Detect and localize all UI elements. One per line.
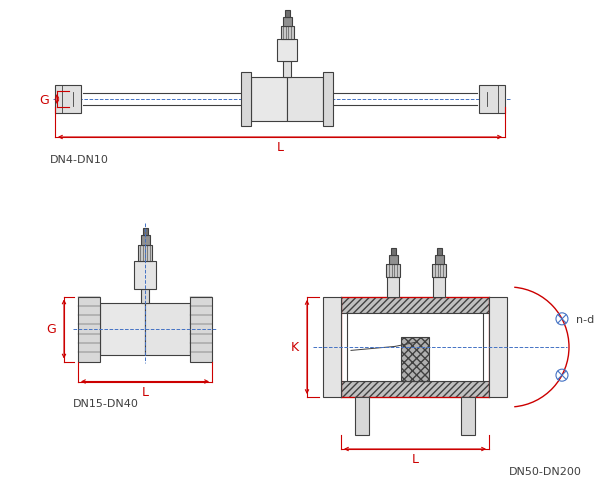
Text: DN15-DN40: DN15-DN40 — [73, 399, 139, 408]
Bar — [138, 245, 152, 262]
Bar — [489, 298, 507, 397]
Bar — [386, 264, 400, 277]
Bar — [341, 298, 489, 313]
Bar — [341, 381, 489, 397]
Bar — [145, 303, 190, 355]
Bar — [355, 397, 369, 435]
Text: G: G — [39, 93, 49, 106]
Text: K: K — [291, 341, 299, 354]
Text: L: L — [412, 453, 419, 466]
Bar — [78, 297, 100, 362]
Text: DN4-DN10: DN4-DN10 — [50, 155, 109, 165]
Text: L: L — [142, 385, 149, 398]
Bar — [284, 11, 290, 18]
Bar — [140, 236, 149, 245]
Bar — [437, 249, 442, 255]
Bar — [277, 40, 297, 62]
Bar — [387, 277, 399, 298]
Bar — [241, 73, 251, 127]
Bar — [391, 249, 395, 255]
Bar — [100, 303, 145, 355]
Bar — [141, 289, 149, 303]
Text: G: G — [46, 323, 56, 336]
Text: DN50-DN200: DN50-DN200 — [509, 466, 582, 476]
Bar — [190, 297, 212, 362]
Bar — [323, 73, 333, 127]
Text: L: L — [277, 141, 284, 154]
Bar — [461, 397, 475, 435]
Bar — [281, 27, 293, 40]
Bar — [283, 62, 291, 78]
Bar — [323, 298, 341, 397]
Bar — [143, 228, 148, 236]
Bar — [433, 277, 445, 298]
Text: n-d: n-d — [576, 314, 594, 324]
Bar — [251, 78, 287, 122]
Bar — [283, 18, 292, 27]
Bar — [287, 78, 323, 122]
Bar — [401, 337, 429, 381]
Bar — [55, 86, 81, 114]
Bar — [479, 86, 505, 114]
Bar — [434, 255, 443, 264]
Bar — [134, 262, 156, 289]
Bar — [432, 264, 446, 277]
Bar — [347, 313, 483, 381]
Bar — [389, 255, 398, 264]
